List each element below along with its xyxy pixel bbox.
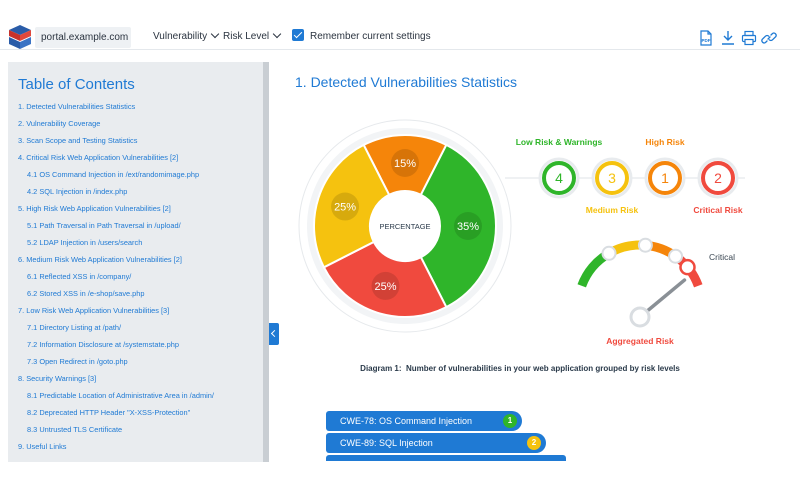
toc-list: 1. Detected Vulnerabilities Statistics 2.… <box>18 98 258 455</box>
toc-item[interactable]: 5.2 LDAP Injection in /users/search <box>27 238 143 247</box>
risk-count: 2 <box>714 170 722 186</box>
toc-item[interactable]: 5.1 Path Traversal in Path Traversal in … <box>27 221 181 230</box>
gauge-critical-label: Critical <box>709 252 735 262</box>
pie-slice-label: 25% <box>334 202 356 214</box>
risk-count: 4 <box>555 170 563 186</box>
toc-item[interactable]: 7.1 Directory Listing at /path/ <box>27 323 122 332</box>
gauge-knob <box>637 237 653 253</box>
gauge-active-knob <box>679 258 696 276</box>
gauge-knob <box>668 248 684 264</box>
caption-text: Number of vulnerabilities in your web ap… <box>405 364 680 373</box>
toc-item[interactable]: 7. Low Risk Web Application Vulnerabilit… <box>18 306 170 315</box>
vulnerability-filter-label: Vulnerability <box>153 31 208 42</box>
pie-center <box>370 191 440 261</box>
pdf-icon-text: PDF <box>702 38 711 43</box>
risk-level-filter-dropdown[interactable]: Risk Level <box>223 28 282 46</box>
cwe-count-badge: 1 <box>503 414 517 428</box>
gauge-aggregated-label: Aggregated Risk <box>606 336 674 346</box>
cwe-item-partial[interactable] <box>326 455 566 461</box>
app-logo <box>9 25 31 49</box>
vulnerability-filter-dropdown[interactable]: Vulnerability <box>153 28 220 46</box>
pie-label-bubble <box>454 212 482 240</box>
pie-center-label: PERCENTAGE <box>379 222 430 231</box>
page-title: 1. Detected Vulnerabilities Statistics <box>295 74 518 90</box>
toc-item[interactable]: 2. Vulnerability Coverage <box>18 119 101 128</box>
collapse-sidebar-button[interactable] <box>269 323 279 345</box>
toc-item[interactable]: 6.1 Reflected XSS in /company/ <box>27 272 132 281</box>
pdf-export-icon[interactable]: PDF <box>698 30 714 46</box>
cwe-count-badge: 2 <box>527 436 541 450</box>
risk-circle-medium <box>595 161 629 195</box>
risk-label-high: High Risk <box>645 137 684 147</box>
toc-item[interactable]: 4.2 SQL Injection in /index.php <box>27 187 128 196</box>
diagram-caption: Diagram 1: Number of vulnerabilities in … <box>300 364 740 373</box>
remember-settings-label: Remember current settings <box>310 31 431 42</box>
table-of-contents-sidebar: Table of Contents 1. Detected Vulnerabil… <box>8 62 263 462</box>
toc-item[interactable]: 8.2 Deprecated HTTP Header "X-XSS-Protec… <box>27 408 191 417</box>
toc-item[interactable]: 7.2 Information Disclosure at /systemsta… <box>27 340 179 349</box>
top-bar: portal.example.com Vulnerability Risk Le… <box>0 0 800 50</box>
pie-slice-label: 25% <box>375 281 397 293</box>
host-label: portal.example.com <box>35 27 131 48</box>
risk-count-circles: 4 Low Risk & Warnings 3 Medium Risk 1 High Ri… <box>505 137 745 215</box>
risk-label-critical: Critical Risk <box>693 205 742 215</box>
cwe-item[interactable]: CWE-78: OS Command Injection 1 <box>326 411 522 431</box>
risk-label-low: Low Risk & Warnings <box>516 137 603 147</box>
risk-circle-low <box>542 161 576 195</box>
toc-item[interactable]: 3. Scan Scope and Testing Statistics <box>18 136 138 145</box>
risk-label-medium: Medium Risk <box>586 205 639 215</box>
gauge-knob <box>601 245 617 261</box>
caption-prefix: Diagram 1: <box>360 364 402 373</box>
risk-circle-high <box>648 161 682 195</box>
aggregated-risk-gauge: Critical Aggregated Risk <box>577 237 735 346</box>
toc-item[interactable]: 6. Medium Risk Web Application Vulnerabi… <box>18 255 182 264</box>
toc-title: Table of Contents <box>18 76 135 93</box>
toc-item[interactable]: 9. Useful Links <box>18 442 67 451</box>
toc-item[interactable]: 7.3 Open Redirect in /goto.php <box>27 357 128 366</box>
toc-item[interactable]: 5. High Risk Web Application Vulnerabili… <box>18 204 171 213</box>
download-icon[interactable] <box>720 30 736 46</box>
risk-count: 3 <box>608 170 616 186</box>
toc-item[interactable]: 4.1 OS Command Injection in /ext/randomi… <box>27 170 200 179</box>
pie-label-bubble <box>331 192 360 221</box>
risk-level-filter-label: Risk Level <box>223 31 270 42</box>
gauge-pivot <box>629 306 651 328</box>
checkbox-checked-icon <box>292 29 304 42</box>
pie-label-bubble <box>371 271 400 300</box>
toc-item[interactable]: 8.1 Predictable Location of Administrati… <box>27 391 214 400</box>
toc-item[interactable]: 6.2 Stored XSS in /e-shop/save.php <box>27 289 145 298</box>
percentage-pie-chart: 15% 35% 25% 25% PERCENTAGE <box>298 119 512 333</box>
cwe-item-label: CWE-78: OS Command Injection <box>340 416 473 426</box>
pie-label-bubble <box>391 149 419 177</box>
sidebar-scrollbar[interactable] <box>263 62 269 462</box>
cwe-item[interactable]: CWE-89: SQL Injection 2 <box>326 433 546 453</box>
toc-item[interactable]: 8.3 Untrusted TLS Certificate <box>27 425 123 434</box>
toc-item[interactable]: 8. Security Warnings [3] <box>18 374 97 383</box>
pie-slice-label: 15% <box>394 158 416 170</box>
toc-item[interactable]: 1. Detected Vulnerabilities Statistics <box>18 102 136 111</box>
link-icon[interactable] <box>761 30 777 46</box>
print-icon[interactable] <box>741 30 757 46</box>
risk-count: 1 <box>661 170 669 186</box>
risk-circle-critical <box>701 161 735 195</box>
toc-item[interactable]: 4. Critical Risk Web Application Vulnera… <box>18 153 179 162</box>
cwe-item-label: CWE-89: SQL Injection <box>340 438 433 448</box>
pie-slice-label: 35% <box>457 221 479 233</box>
remember-settings-checkbox[interactable]: Remember current settings <box>292 28 431 46</box>
pie-outer-ring <box>298 119 512 333</box>
